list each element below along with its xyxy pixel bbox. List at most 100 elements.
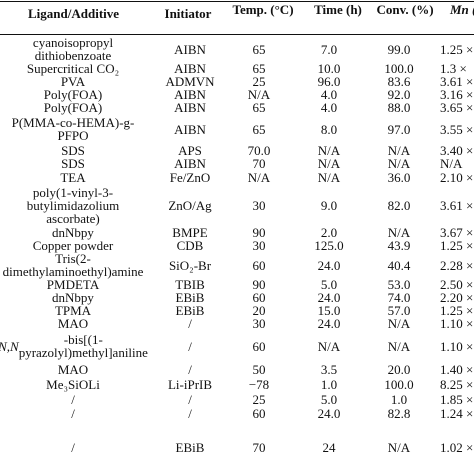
cell-time: N/A	[317, 169, 341, 185]
table-row: / / 25 5.0 1.0 1.85 ×	[0, 392, 474, 406]
table-row: Supercritical CO₂ AIBN 65 10.0 100.0 1.3 ×	[0, 62, 474, 75]
table-row: dnNbpy EBiB 60 24.0 74.0 2.20 ×	[0, 291, 474, 304]
table-row: PVA ADMVN 25 96.0 83.6 3.61 ×	[0, 75, 474, 88]
cell-time: 24.0	[317, 290, 341, 305]
cell-conv: N/A	[387, 316, 411, 331]
cell-conv: 92.0	[387, 87, 411, 102]
cell-conv: 100.0	[384, 61, 414, 76]
cell-temp: 70.0	[247, 143, 271, 158]
cell-temp: 65	[252, 121, 266, 137]
cell-time: 4.0	[320, 87, 338, 102]
cell-ligand: Copper powder	[32, 238, 114, 253]
table-row: TEA Fe/ZnO N/A N/A 36.0 2.10 ×	[0, 170, 474, 184]
cell-temp: 60	[252, 290, 266, 305]
cell-mn: 2.20 ×	[440, 290, 474, 305]
cell-time: 3.5	[320, 361, 338, 377]
cell-conv: 57.0	[387, 303, 411, 318]
cell-mn: 1.24 ×	[440, 405, 474, 421]
cell-temp: N/A	[247, 87, 271, 102]
cell-time: 10.0	[317, 61, 341, 76]
cell-time: 96.0	[317, 74, 341, 89]
cell-initiator: BMPE	[172, 225, 208, 240]
cell-temp: 65	[252, 100, 266, 115]
cell-conv: N/A	[387, 225, 411, 240]
header-time: Time (h)	[314, 2, 362, 17]
cell-mn: 1.3 ×	[440, 61, 467, 76]
table-row: SDS AIBN 70 N/A N/A N/A	[0, 157, 474, 170]
cell-initiator: CDB	[176, 238, 204, 253]
cell-initiator: /	[188, 361, 192, 377]
cell-initiator: EBiB	[175, 439, 205, 455]
cell-ligand: TPMA	[54, 303, 92, 318]
header-mn: Mn (g/m	[450, 2, 474, 17]
cell-mn: 8.25 ×	[440, 376, 474, 392]
cell-ligand: P(MMA-co-HEMA)-g-PFPO	[11, 115, 135, 143]
cell-ligand: TEA	[60, 169, 86, 185]
cell-time: N/A	[317, 156, 341, 171]
table-row: poly(1-vinyl-3-butylimidazolium ascorbat…	[0, 184, 474, 226]
cell-initiator: Li-iPrIB	[167, 376, 213, 392]
cell-mn: 1.10 ×	[440, 338, 474, 354]
cell-mn: 3.61 ×	[440, 74, 474, 89]
cell-conv: 97.0	[387, 121, 411, 137]
header-initiator: Initiator	[164, 6, 212, 21]
table-row: Poly(FOA) AIBN 65 4.0 88.0 3.65 ×	[0, 101, 474, 114]
cell-initiator: ZnO/Ag	[168, 197, 212, 213]
cell-temp: 90	[252, 225, 266, 240]
cell-mn: 2.50 ×	[440, 277, 474, 292]
cell-initiator: AIBN	[174, 41, 206, 57]
cell-mn: 3.67 ×	[440, 225, 474, 240]
table-row: dnNbpy BMPE 90 2.0 N/A 3.67 ×	[0, 226, 474, 239]
cell-initiator: APS	[178, 143, 202, 158]
table-row: TPMA EBiB 20 15.0 57.0 1.25 ×	[0, 304, 474, 317]
cell-temp: 60	[252, 405, 266, 421]
header-conv: Conv. (%)	[376, 2, 434, 17]
table-top-rule	[0, 1, 474, 2]
cell-time: 5.0	[320, 277, 338, 292]
cell-mn: 3.40 ×	[440, 143, 474, 158]
cell-conv: 83.6	[387, 74, 411, 89]
table-row: Tris(2-dimethylaminoethyl)amine SiO₂-Br 60…	[0, 252, 474, 278]
cell-initiator: EBiB	[175, 303, 205, 318]
cell-temp: 20	[252, 303, 266, 318]
header-rule	[0, 34, 474, 35]
cell-time: 24.0	[317, 257, 341, 273]
cell-conv: 88.0	[387, 100, 411, 115]
cell-time: 24.0	[317, 405, 341, 421]
cell-temp: −78	[248, 376, 270, 392]
table-row: Poly(FOA) AIBN N/A 4.0 92.0 3.16 ×	[0, 88, 474, 101]
cell-ligand: PMDETA	[46, 277, 100, 292]
cell-initiator: EBiB	[175, 290, 205, 305]
table-row: Me₃SiOLi Li-iPrIB −78 1.0 100.0 8.25 ×	[0, 376, 474, 392]
cell-conv: 1.0	[390, 391, 408, 407]
cell-mn: 1.85 ×	[440, 391, 474, 407]
cell-conv: 53.0	[387, 277, 411, 292]
cell-ligand: N,N -bis[(1-pyrazolyl)methyl]aniline	[0, 332, 148, 360]
cell-ligand: SDS	[61, 143, 85, 158]
cell-temp: N/A	[247, 169, 271, 185]
cell-mn: 1.25 ×	[440, 303, 474, 318]
cell-mn: 1.25 ×	[440, 41, 474, 57]
cell-time: 2.0	[320, 225, 338, 240]
cell-time: 7.0	[320, 41, 338, 57]
cell-temp: 25	[252, 391, 266, 407]
cell-conv: N/A	[387, 439, 411, 455]
cell-time: 1.0	[320, 376, 338, 392]
cell-initiator: AIBN	[174, 87, 206, 102]
cell-conv: 74.0	[387, 290, 411, 305]
cell-mn: N/A	[440, 156, 463, 171]
cell-conv: N/A	[387, 338, 411, 354]
cell-mn: 1.40 ×	[440, 361, 474, 377]
cell-mn: 3.65 ×	[440, 100, 474, 115]
cell-initiator: /	[188, 338, 192, 354]
table-row: MAO / 30 24.0 N/A 1.10 ×	[0, 317, 474, 330]
table-row: Copper powder CDB 30 125.0 43.9 1.25 ×	[0, 239, 474, 252]
cell-ligand: poly(1-vinyl-3-butylimidazolium ascorbat…	[26, 184, 120, 226]
cell-initiator: AIBN	[174, 61, 206, 76]
cell-conv: 100.0	[384, 376, 414, 392]
cell-ligand: Me₃SiOLi	[46, 376, 100, 392]
cell-ligand: MAO	[57, 316, 89, 331]
cell-ligand: dnNbpy	[52, 225, 94, 240]
cell-ligand: dnNbpy	[52, 290, 94, 305]
cell-ligand: Poly(FOA)	[43, 100, 103, 115]
